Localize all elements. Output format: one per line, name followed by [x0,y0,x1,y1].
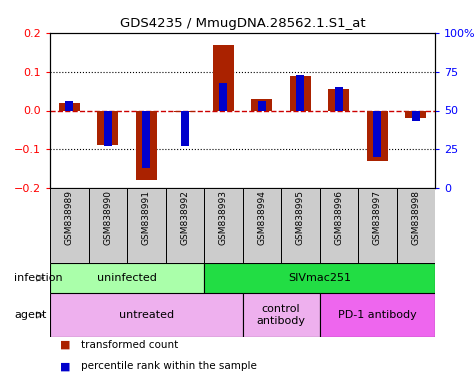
Bar [367,111,388,161]
Bar [296,75,304,111]
Bar [373,111,381,157]
Bar [320,293,435,337]
Text: PD-1 antibody: PD-1 antibody [338,310,417,320]
Bar [281,188,320,263]
Bar [59,103,80,111]
Bar [204,263,435,293]
Bar [219,83,228,111]
Text: GSM838998: GSM838998 [411,190,420,245]
Bar [405,111,427,118]
Bar [320,188,358,263]
Text: GSM838989: GSM838989 [65,190,74,245]
Bar [50,293,243,337]
Bar [243,188,281,263]
Text: GSM838990: GSM838990 [103,190,112,245]
Text: GSM838996: GSM838996 [334,190,343,245]
Title: GDS4235 / MmugDNA.28562.1.S1_at: GDS4235 / MmugDNA.28562.1.S1_at [120,17,365,30]
Bar [251,99,272,111]
Text: GSM838995: GSM838995 [296,190,305,245]
Bar [174,111,195,113]
Bar [257,101,266,111]
Bar [204,188,243,263]
Bar [65,101,74,111]
Bar [50,263,204,293]
Bar [243,293,320,337]
Text: ■: ■ [59,361,70,371]
Bar [411,111,420,121]
Bar [88,188,127,263]
Text: ■: ■ [59,340,70,350]
Text: GSM838997: GSM838997 [373,190,382,245]
Bar [290,76,311,111]
Bar [127,188,165,263]
Text: percentile rank within the sample: percentile rank within the sample [81,361,257,371]
Text: untreated: untreated [119,310,174,320]
Text: infection: infection [14,273,63,283]
Bar [136,111,157,180]
Bar [397,188,435,263]
Bar [213,45,234,111]
Bar [165,188,204,263]
Bar [142,111,151,168]
Text: transformed count: transformed count [81,340,178,350]
Text: GSM838993: GSM838993 [219,190,228,245]
Text: uninfected: uninfected [97,273,157,283]
Bar [328,89,349,111]
Text: GSM838992: GSM838992 [180,190,189,245]
Bar [104,111,112,146]
Text: GSM838991: GSM838991 [142,190,151,245]
Text: SIVmac251: SIVmac251 [288,273,351,283]
Bar [97,111,118,146]
Text: agent: agent [14,310,47,320]
Bar [358,188,397,263]
Text: control
antibody: control antibody [256,304,305,326]
Text: GSM838994: GSM838994 [257,190,266,245]
Bar [334,87,343,111]
Bar [180,111,189,146]
Bar [50,188,88,263]
